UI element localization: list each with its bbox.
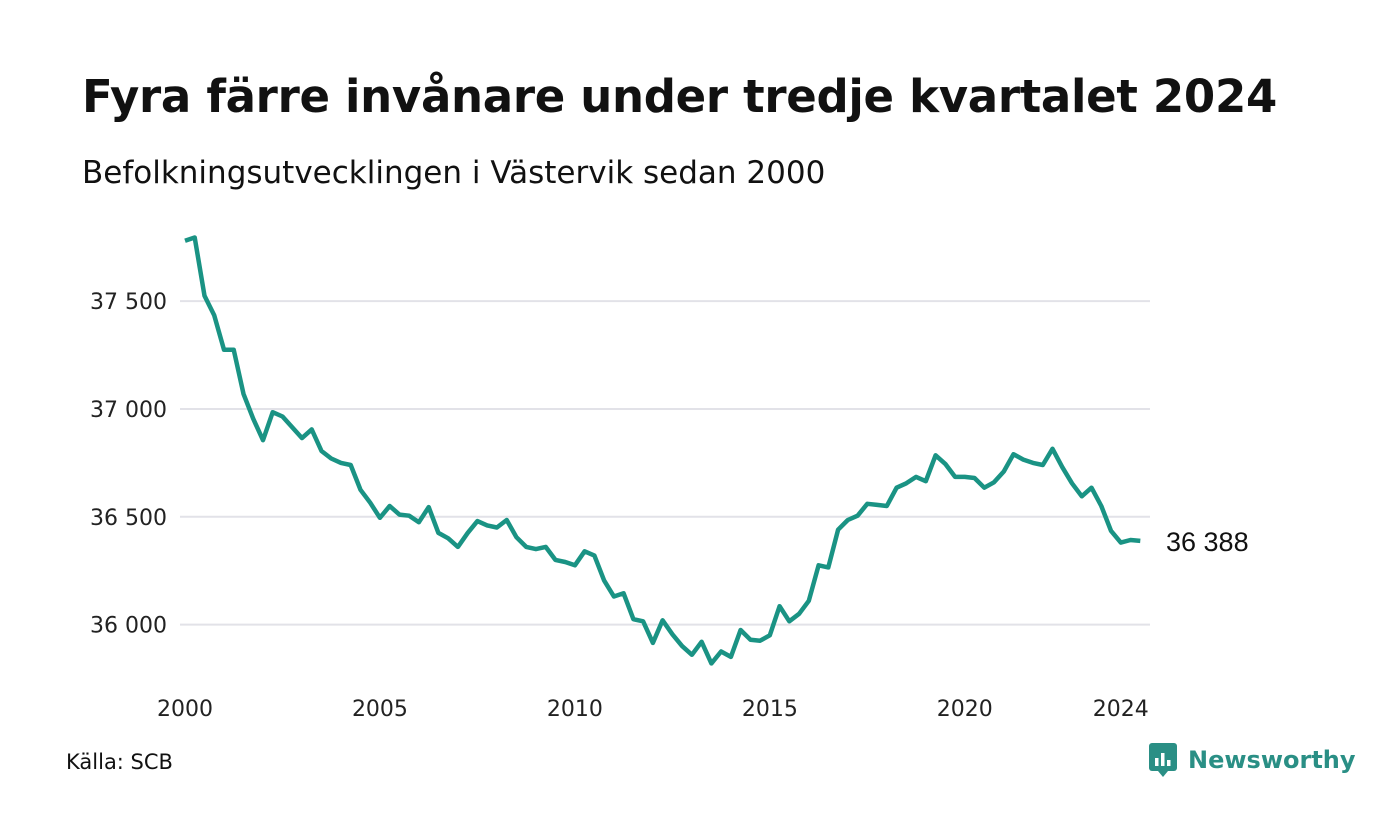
series-layer bbox=[184, 235, 1141, 666]
x-tick-label: 2024 bbox=[1093, 697, 1149, 722]
brand-logo: Newsworthy bbox=[1148, 742, 1356, 778]
x-tick-label: 2015 bbox=[742, 697, 798, 722]
series-line bbox=[184, 235, 1141, 666]
newsworthy-icon bbox=[1149, 743, 1177, 777]
source-credit: Källa: SCB bbox=[66, 750, 173, 774]
brand-name: Newsworthy bbox=[1188, 746, 1356, 774]
chart-title: Fyra färre invånare under tredje kvartal… bbox=[82, 70, 1277, 123]
x-tick-label: 2020 bbox=[937, 697, 993, 722]
x-tick-label: 2010 bbox=[547, 697, 603, 722]
x-tick-label: 2005 bbox=[352, 697, 408, 722]
y-axis: 36 000 36 500 37 000 37 500 bbox=[90, 290, 167, 638]
grid-lines bbox=[180, 300, 1150, 626]
annotations: 36 388 bbox=[1166, 527, 1249, 557]
y-tick-label: 37 000 bbox=[90, 398, 167, 423]
end-value-label: 36 388 bbox=[1166, 527, 1249, 557]
y-tick-label: 36 000 bbox=[90, 614, 167, 639]
y-tick-label: 37 500 bbox=[90, 290, 167, 315]
x-tick-label: 2000 bbox=[157, 697, 213, 722]
x-axis: 2000 2005 2010 2015 2020 2024 bbox=[157, 697, 1149, 722]
chart-subtitle: Befolkningsutvecklingen i Västervik seda… bbox=[82, 155, 826, 191]
y-tick-label: 36 500 bbox=[90, 506, 167, 531]
